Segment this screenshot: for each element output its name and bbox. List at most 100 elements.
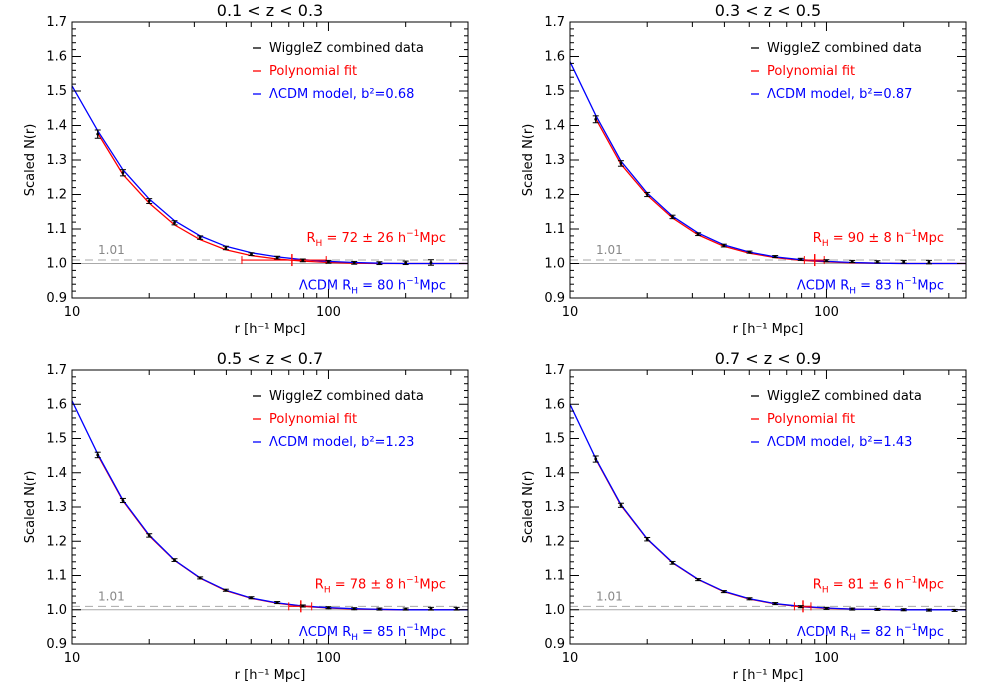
data-marker <box>121 171 125 175</box>
data-marker <box>173 221 176 225</box>
data-point <box>119 497 126 504</box>
data-marker <box>224 588 228 592</box>
data-marker <box>327 606 330 610</box>
y-tick-label: 1.1 <box>544 222 565 237</box>
polynomial-fit-line <box>97 454 468 611</box>
data-point <box>797 257 804 261</box>
data-point <box>427 259 434 266</box>
data-marker <box>327 260 330 264</box>
y-tick-label: 1.0 <box>544 257 565 272</box>
data-marker <box>96 453 100 457</box>
data-point <box>874 260 881 264</box>
x-tick-label: 100 <box>316 651 341 666</box>
y-tick-label: 1.3 <box>46 500 67 515</box>
x-tick-label: 10 <box>562 651 579 666</box>
data-marker <box>619 162 623 165</box>
x-tick-label: 10 <box>64 651 81 666</box>
data-marker <box>671 561 674 565</box>
data-point <box>849 259 856 263</box>
y-tick-label: 1.4 <box>544 466 565 481</box>
data-marker <box>301 258 305 262</box>
panel-2: 0.3 < z < 0.5 1.01 WiggleZ combined data Po… <box>521 1 967 337</box>
data-marker <box>825 606 828 610</box>
legend-label: Polynomial fit <box>269 412 357 427</box>
reference-line-label: 1.01 <box>596 589 623 603</box>
data-point <box>823 606 830 610</box>
data-point <box>669 214 676 220</box>
data-point <box>849 607 856 611</box>
data-point <box>746 250 753 254</box>
y-tick-label: 1.2 <box>46 534 67 549</box>
data-marker <box>147 534 151 537</box>
data-marker <box>799 257 803 261</box>
data-marker <box>147 199 151 203</box>
x-axis-label: r [h⁻¹ Mpc] <box>733 668 804 683</box>
data-marker <box>250 596 253 600</box>
data-marker <box>404 607 408 611</box>
y-axis-label: Scaled N(r) <box>521 471 536 544</box>
reference-line-label: 1.01 <box>98 589 125 603</box>
data-marker <box>876 608 879 611</box>
lcdm-model-line <box>71 400 468 611</box>
data-marker <box>850 607 854 611</box>
rh-model-annotation: ΛCDM RH = 85 h−1Mpc <box>299 623 446 643</box>
legend-label: ΛCDM model, b²=0.87 <box>767 87 912 102</box>
data-marker <box>198 236 202 240</box>
x-tick-label: 10 <box>64 305 81 320</box>
data-marker <box>748 250 751 254</box>
data-point <box>94 451 101 459</box>
legend-label: ΛCDM model, b²=1.43 <box>767 435 912 450</box>
y-tick-label: 1.4 <box>544 119 565 134</box>
data-point <box>197 235 204 240</box>
data-marker <box>825 259 828 263</box>
data-marker <box>301 604 305 608</box>
chart-title: 0.3 < z < 0.5 <box>715 1 821 20</box>
data-point <box>325 606 332 610</box>
data-point <box>453 606 460 611</box>
data-point <box>299 258 306 263</box>
y-tick-label: 0.9 <box>46 291 67 306</box>
data-marker <box>429 261 433 264</box>
data-marker <box>224 246 228 250</box>
data-marker <box>250 252 253 256</box>
data-point <box>644 536 651 542</box>
data-marker <box>773 602 777 605</box>
y-tick-label: 1.1 <box>46 569 67 584</box>
y-tick-label: 1.2 <box>544 534 565 549</box>
chart-title: 0.5 < z < 0.7 <box>217 349 323 368</box>
chart-title: 0.1 < z < 0.3 <box>217 1 323 20</box>
data-marker <box>378 261 381 265</box>
data-marker <box>429 607 433 611</box>
lcdm-model-line <box>71 85 468 265</box>
y-tick-label: 1.3 <box>544 153 565 168</box>
y-tick-label: 0.9 <box>544 291 565 306</box>
data-marker <box>594 457 598 461</box>
y-tick-label: 1.2 <box>544 188 565 203</box>
data-marker <box>902 608 906 612</box>
data-marker <box>645 193 649 196</box>
x-tick-label: 10 <box>562 305 579 320</box>
data-point <box>197 576 204 580</box>
data-marker <box>173 558 176 562</box>
legend-label: WiggleZ combined data <box>269 41 424 56</box>
data-marker <box>455 607 459 611</box>
data-marker <box>121 499 125 502</box>
data-point <box>617 160 624 167</box>
data-point <box>925 608 932 612</box>
rh-fit-annotation: RH = 90 ± 8 h−1Mpc <box>813 229 944 249</box>
y-tick-label: 1.5 <box>544 432 565 447</box>
data-point <box>146 198 153 204</box>
data-marker <box>696 578 700 582</box>
data-point <box>299 604 306 608</box>
data-point <box>222 588 229 592</box>
data-point <box>325 259 332 264</box>
y-tick-label: 1.7 <box>46 363 67 378</box>
rh-fit-annotation: RH = 81 ± 6 h−1Mpc <box>813 575 944 595</box>
reference-line-label: 1.01 <box>98 243 125 257</box>
lcdm-model-line <box>569 61 966 265</box>
x-axis-label: r [h⁻¹ Mpc] <box>235 668 306 683</box>
data-point <box>772 255 779 259</box>
data-point <box>925 259 932 265</box>
data-marker <box>876 260 879 264</box>
